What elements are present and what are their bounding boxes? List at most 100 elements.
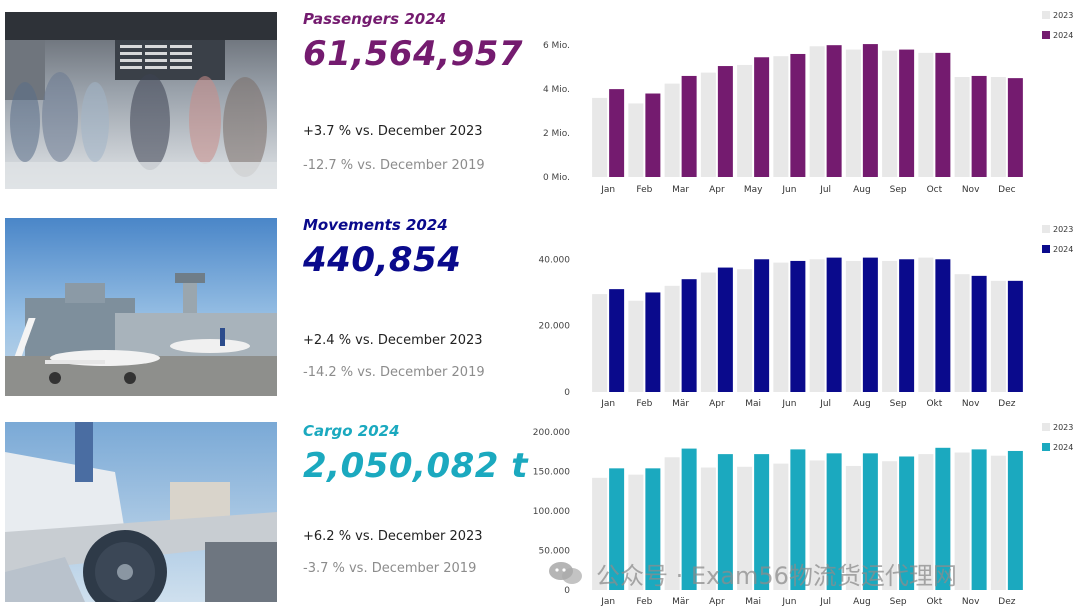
passengers-chart: 0 Mio. 2 Mio. 4 Mio. 6 Mio. Jan Feb Mar Apr May J…: [540, 8, 1080, 198]
y-tick-label: 0 Mio.: [543, 173, 570, 183]
bar-2023: [918, 454, 934, 590]
y-tick-label: 6 Mio.: [543, 41, 570, 51]
x-tick-label: Mär: [672, 597, 689, 607]
legend-label: 2024: [1053, 31, 1073, 40]
legend-label: 2023: [1053, 225, 1073, 234]
passengers-kpi: Passengers 2024 61,564,957 +3.7 % vs. De…: [303, 10, 533, 190]
passengers-bar-chart: 0 Mio. 2 Mio. 4 Mio. 6 Mio. Jan Feb Mar Apr May J…: [543, 11, 1073, 195]
bar-2024: [935, 259, 951, 392]
bar-2024: [645, 292, 661, 392]
bar-2023: [809, 46, 825, 177]
kpi-change-vs-2023: +6.2 % vs. December 2023: [303, 529, 483, 544]
x-tick-label: Jun: [781, 597, 796, 607]
bar-2023: [664, 457, 680, 590]
x-tick-label: Jan: [600, 597, 615, 607]
bar-2023: [737, 269, 753, 392]
bar-2024: [899, 49, 915, 177]
legend-swatch-2024: [1042, 443, 1050, 451]
bar-2023: [700, 272, 716, 392]
bar-2023: [845, 49, 861, 177]
x-tick-label: Nov: [962, 185, 980, 195]
bar-2024: [754, 454, 770, 590]
cargo-bar-chart: 50.000 100.000 150.000 200.000 0 Jan Feb Mär Apr…: [533, 423, 1073, 607]
x-tick-label: Jun: [781, 399, 796, 409]
movements-kpi: Movements 2024 440,854 +2.4 % vs. Decemb…: [303, 216, 533, 396]
kpi-value: 61,564,957: [303, 34, 524, 74]
bar-2024: [971, 75, 987, 177]
x-tick-label: Okt: [926, 597, 942, 607]
legend-label: 2023: [1053, 11, 1073, 20]
bar-2023: [700, 467, 716, 590]
y-tick-label: 50.000: [539, 547, 571, 557]
airport-apron-photo: [5, 218, 277, 396]
bar-2024: [1007, 280, 1023, 392]
x-tick-label: Mär: [672, 399, 689, 409]
bar-2024: [826, 45, 842, 177]
bar-2024: [935, 52, 951, 177]
legend-swatch-2024: [1042, 245, 1050, 253]
bar-2024: [899, 259, 915, 392]
movements-bar-chart: 0 20.000 40.000 Jan Feb Mär Apr Mai Jun Jul Aug Sep…: [539, 225, 1073, 409]
kpi-change-vs-2019: -3.7 % vs. December 2019: [303, 561, 477, 576]
x-tick-label: Sep: [890, 399, 907, 409]
bar-2023: [592, 294, 608, 392]
y-tick-label: 200.000: [533, 428, 570, 438]
kpi-title: Movements 2024: [303, 216, 448, 234]
legend-label: 2024: [1053, 443, 1073, 452]
bar-2023: [954, 77, 970, 177]
airport-terminal-photo: [5, 12, 277, 189]
bar-2023: [773, 463, 789, 590]
x-tick-label: Jan: [600, 185, 615, 195]
bar-2024: [717, 66, 733, 177]
kpi-title: Passengers 2024: [303, 10, 447, 28]
bar-2023: [882, 50, 898, 178]
kpi-value: 2,050,082 t: [303, 446, 529, 486]
bar-2024: [609, 289, 625, 392]
bar-2024: [754, 259, 770, 392]
bar-2023: [990, 455, 1006, 590]
y-tick-label: 40.000: [539, 255, 571, 265]
x-tick-label: Apr: [709, 185, 725, 195]
passengers-section: Passengers 2024 61,564,957 +3.7 % vs. De…: [0, 0, 1080, 200]
y-tick-label: 0: [564, 388, 570, 398]
bar-2023: [845, 465, 861, 590]
bar-2023: [990, 77, 1006, 177]
bar-2024: [971, 275, 987, 392]
bar-2024: [609, 468, 625, 590]
bar-2024: [645, 93, 661, 177]
bar-2023: [954, 452, 970, 590]
x-tick-label: Jul: [819, 399, 831, 409]
x-tick-label: May: [744, 185, 763, 195]
kpi-value: 440,854: [303, 240, 462, 280]
x-tick-label: Apr: [709, 597, 725, 607]
bar-2024: [790, 260, 806, 392]
bar-2023: [809, 460, 825, 590]
kpi-change-vs-2023: +3.7 % vs. December 2023: [303, 124, 483, 139]
cargo-loading-photo: [5, 422, 277, 602]
x-tick-label: Mar: [672, 185, 689, 195]
bar-2023: [918, 52, 934, 177]
legend-swatch-2023: [1042, 11, 1050, 19]
wechat-icon: [549, 562, 582, 584]
x-tick-label: Mai: [745, 399, 761, 409]
y-tick-label: 4 Mio.: [543, 85, 570, 95]
x-tick-label: Jul: [819, 185, 831, 195]
bar-2024: [862, 257, 878, 392]
bar-2023: [737, 64, 753, 177]
kpi-change-vs-2023: +2.4 % vs. December 2023: [303, 333, 483, 348]
x-tick-label: Mai: [745, 597, 761, 607]
x-tick-label: Jun: [781, 185, 796, 195]
bar-2023: [882, 260, 898, 392]
kpi-change-vs-2019: -14.2 % vs. December 2019: [303, 365, 485, 380]
legend-swatch-2024: [1042, 31, 1050, 39]
bar-2024: [609, 89, 625, 177]
bar-2024: [754, 57, 770, 177]
bar-2023: [592, 477, 608, 590]
x-tick-label: Nov: [962, 597, 980, 607]
bar-2023: [809, 259, 825, 392]
cargo-kpi: Cargo 2024 2,050,082 t +6.2 % vs. Decemb…: [303, 422, 533, 602]
legend-label: 2024: [1053, 245, 1073, 254]
x-tick-label: Feb: [636, 597, 652, 607]
y-tick-label: 100.000: [533, 507, 570, 517]
y-tick-label: 2 Mio.: [543, 129, 570, 139]
